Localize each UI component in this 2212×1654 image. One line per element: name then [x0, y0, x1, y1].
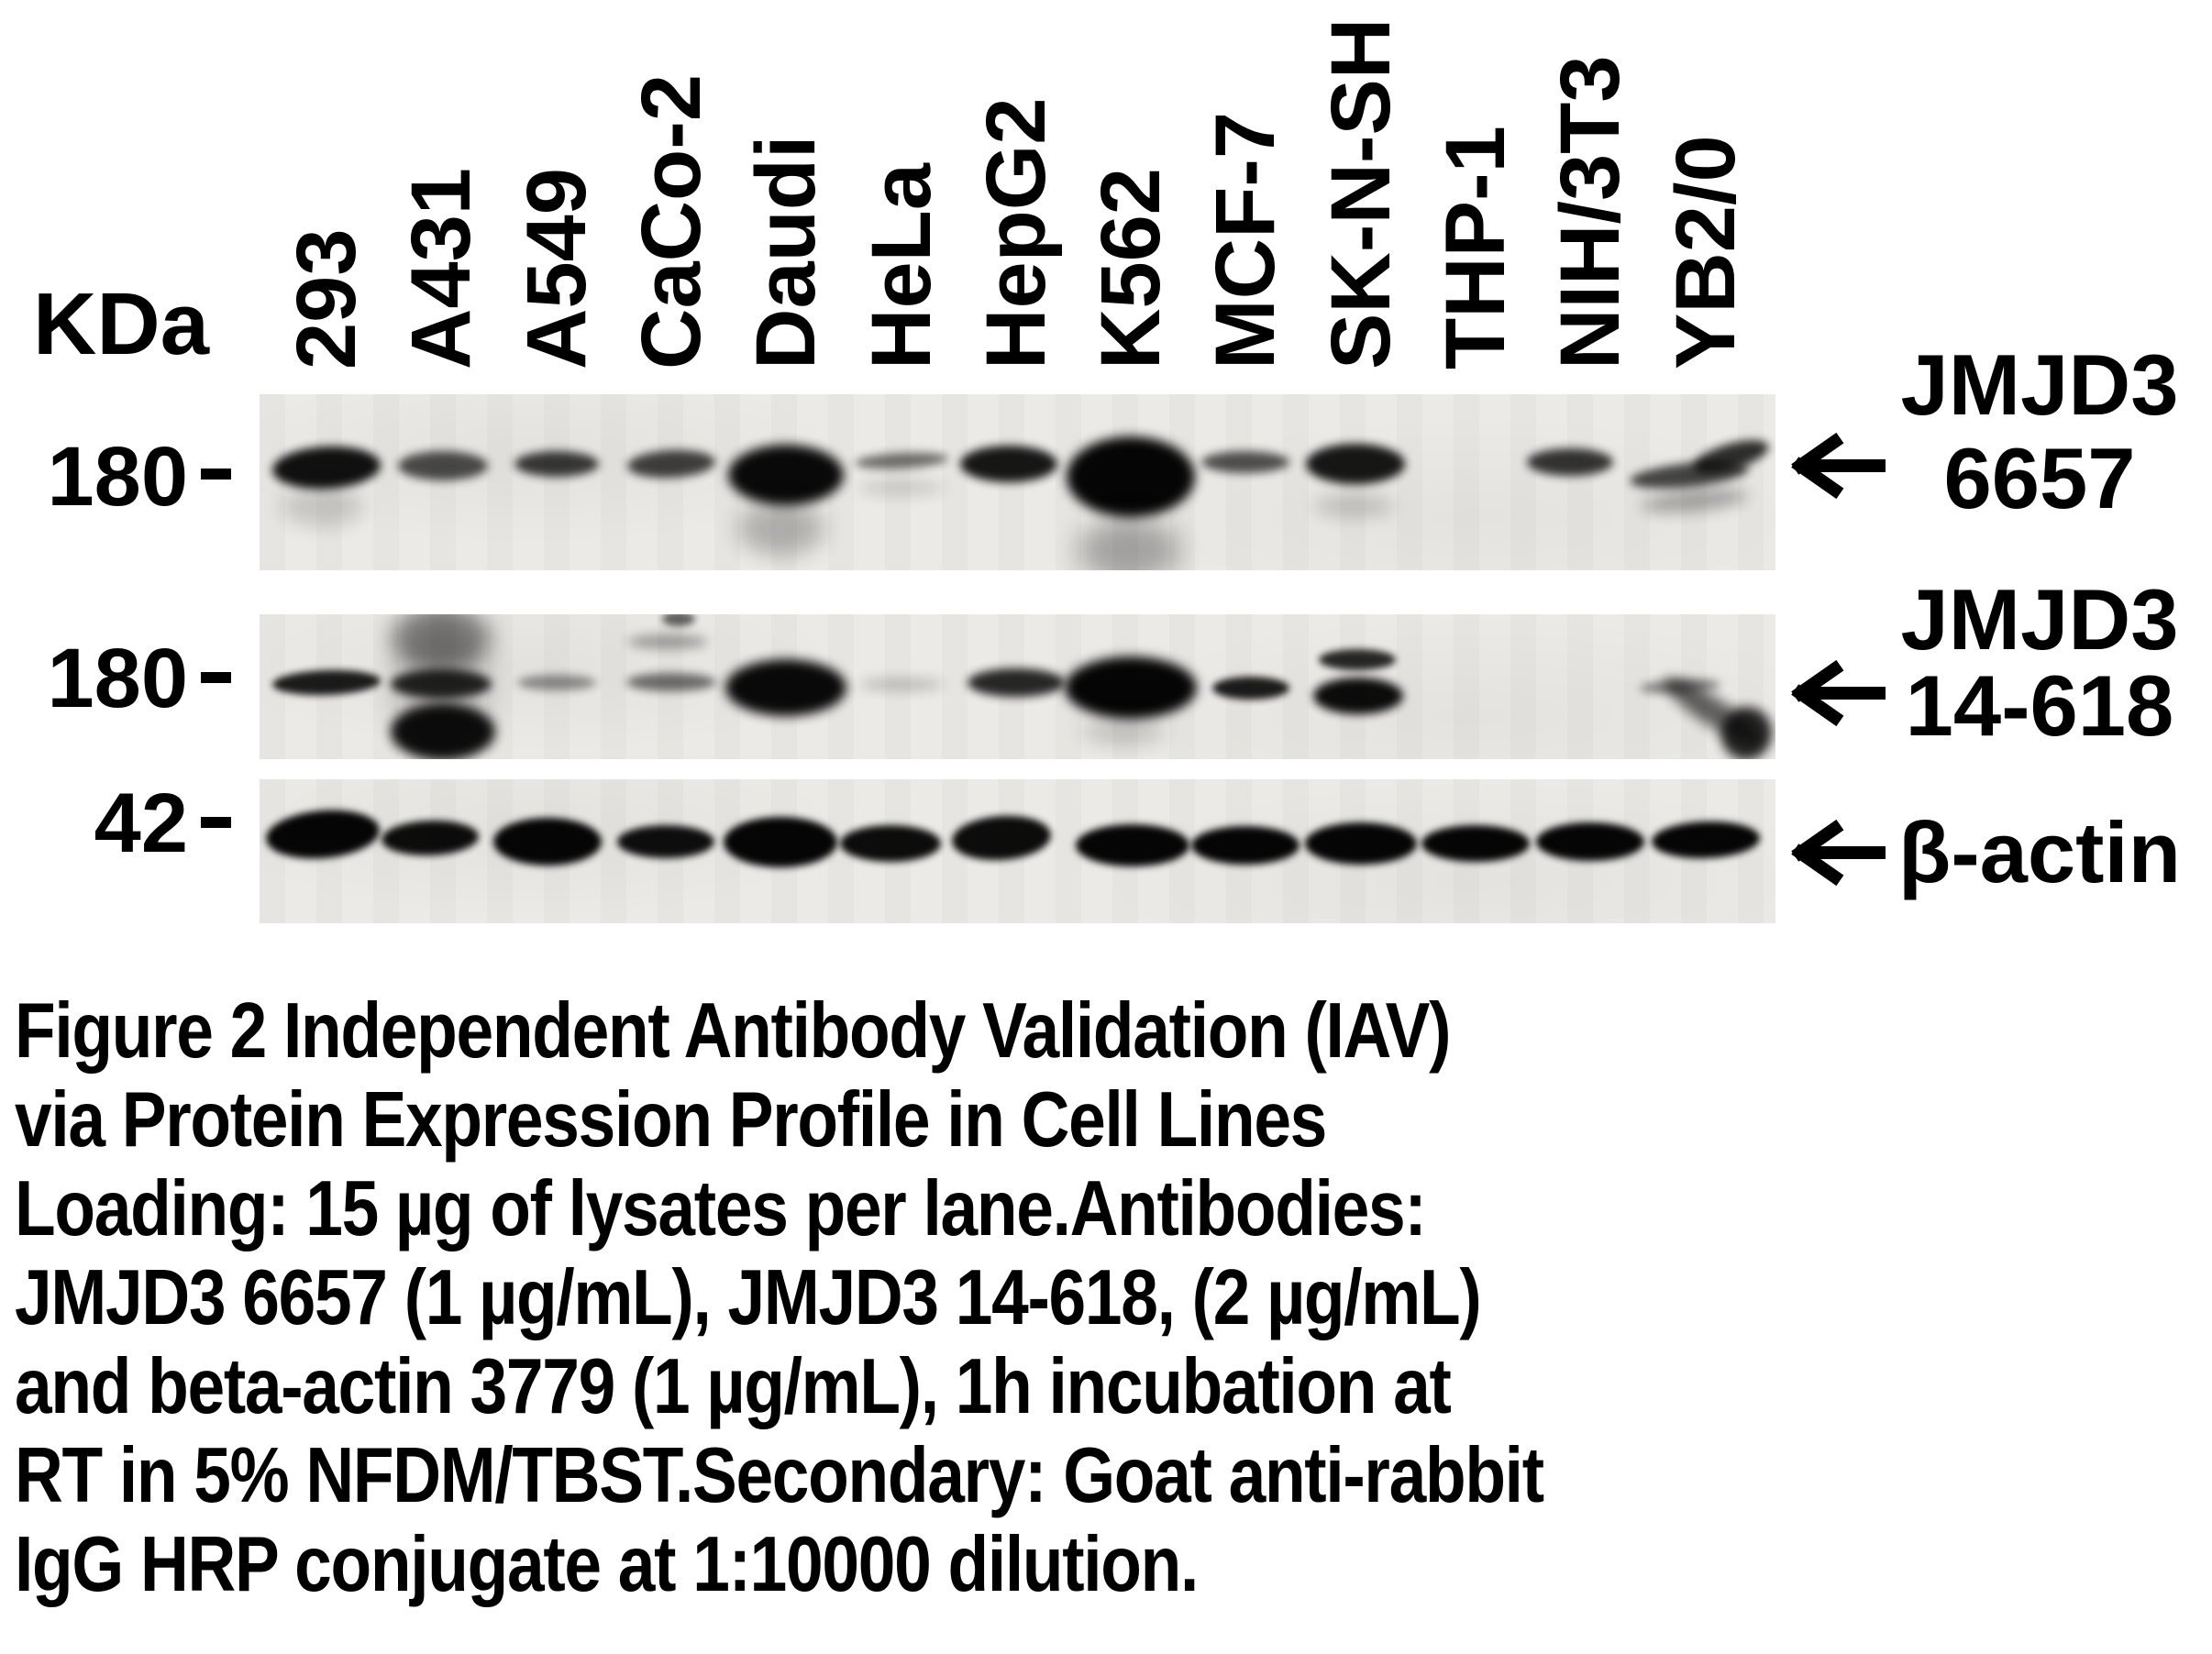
protein-band	[857, 480, 945, 495]
blot-membrane-1	[260, 394, 1775, 570]
antibody-label-line: JMJD3	[1900, 336, 2179, 433]
mw-marker-label-42kda-blot3: 42	[94, 777, 188, 870]
left-arrow-icon	[1791, 659, 1887, 727]
lane-label-caco-2: CaCo-2	[624, 73, 718, 369]
protein-band	[626, 634, 708, 649]
caption-line-7: IgG HRP conjugate at 1:10000 dilution.	[15, 1521, 1199, 1608]
caption-line-3: Loading: 15 µg of lysates per lane.Antib…	[15, 1165, 1427, 1252]
protein-band	[391, 703, 496, 759]
protein-band	[1304, 822, 1417, 865]
left-arrow-icon	[1791, 819, 1887, 887]
protein-band	[959, 446, 1057, 482]
protein-band	[1536, 822, 1645, 861]
protein-band	[391, 669, 492, 699]
protein-band	[625, 673, 716, 691]
lane-label-a431: A431	[394, 168, 489, 369]
caption-line-2: via Protein Expression Profile in Cell L…	[15, 1076, 1327, 1163]
protein-band	[1312, 678, 1403, 714]
mw-marker-label-180kda-blot1: 180	[47, 430, 189, 524]
antibody-label-line: JMJD3	[1900, 571, 2179, 667]
protein-band	[516, 674, 596, 690]
lane-label-hepg2: HepG2	[968, 97, 1063, 369]
lane-label-mcf-7: MCF-7	[1199, 111, 1293, 369]
lane-label-a549: A549	[509, 168, 603, 369]
protein-band	[616, 825, 714, 858]
lane-label-hela: HeLa	[854, 163, 948, 369]
protein-band	[1641, 484, 1749, 517]
protein-band	[967, 667, 1065, 697]
caption-line-6: RT in 5% NFDM/TBST.Secondary: Goat anti-…	[15, 1432, 1544, 1519]
protein-band	[1067, 436, 1196, 517]
protein-band	[950, 812, 1053, 864]
protein-band	[626, 447, 716, 480]
blot-membrane-3	[260, 779, 1775, 923]
caption-line-5: and beta-actin 3779 (1 µg/mL), 1h incuba…	[15, 1343, 1452, 1430]
protein-band	[854, 449, 948, 471]
protein-band	[1081, 719, 1167, 744]
antibody-label-line: 6657	[1943, 430, 2136, 526]
protein-band	[1527, 448, 1614, 476]
protein-band	[514, 451, 599, 477]
protein-band	[398, 451, 489, 480]
protein-band	[271, 443, 382, 492]
protein-band	[281, 485, 363, 527]
protein-band	[1312, 494, 1394, 518]
antibody-label-line: β-actin	[1897, 804, 2182, 900]
caption-line-4: JMJD3 6657 (1 µg/mL), JMJD3 14-618, (2 µ…	[15, 1254, 1482, 1341]
mw-marker-tick	[201, 469, 231, 480]
protein-band	[1318, 648, 1396, 670]
left-arrow-icon	[1791, 432, 1887, 500]
protein-band	[661, 614, 695, 626]
lane-label-thp-1: THP-1	[1429, 126, 1522, 369]
protein-band	[1078, 518, 1181, 570]
protein-band	[1201, 451, 1290, 473]
blot-membrane-2	[260, 614, 1775, 759]
protein-band	[1191, 826, 1300, 865]
protein-band	[271, 667, 382, 697]
protein-band	[736, 501, 824, 556]
protein-band	[1305, 444, 1405, 484]
protein-band	[263, 805, 382, 864]
protein-band	[492, 818, 602, 866]
protein-band	[381, 819, 480, 857]
protein-band	[1065, 656, 1198, 719]
caption-line-1: Figure 2 Independent Antibody Validation…	[15, 987, 1451, 1075]
lane-label-nih-3t3: NIH/3T3	[1543, 55, 1638, 369]
lane-label-k562: K562	[1084, 168, 1178, 369]
mw-marker-tick	[201, 672, 231, 683]
mw-marker-label-180kda-blot2: 180	[47, 632, 189, 725]
protein-band	[725, 659, 847, 716]
antibody-label-line: 14-618	[1905, 657, 2174, 754]
kda-unit-label: KDa	[33, 275, 210, 373]
lane-label-yb2-0: YB2/0	[1658, 135, 1753, 369]
protein-band	[392, 614, 492, 671]
protein-band	[395, 617, 488, 755]
lane-label-sk-n-sh: SK-N-SH	[1313, 17, 1408, 369]
protein-band	[724, 816, 838, 867]
protein-band	[839, 825, 941, 862]
lane-label-293: 293	[280, 228, 373, 370]
protein-band	[1076, 824, 1190, 866]
protein-band	[728, 445, 845, 505]
lane-label-daudi: Daudi	[739, 135, 834, 369]
mw-marker-tick	[201, 817, 231, 828]
protein-band	[858, 678, 944, 690]
protein-band	[1212, 676, 1290, 700]
protein-band	[1650, 819, 1761, 861]
protein-band	[1421, 825, 1530, 862]
